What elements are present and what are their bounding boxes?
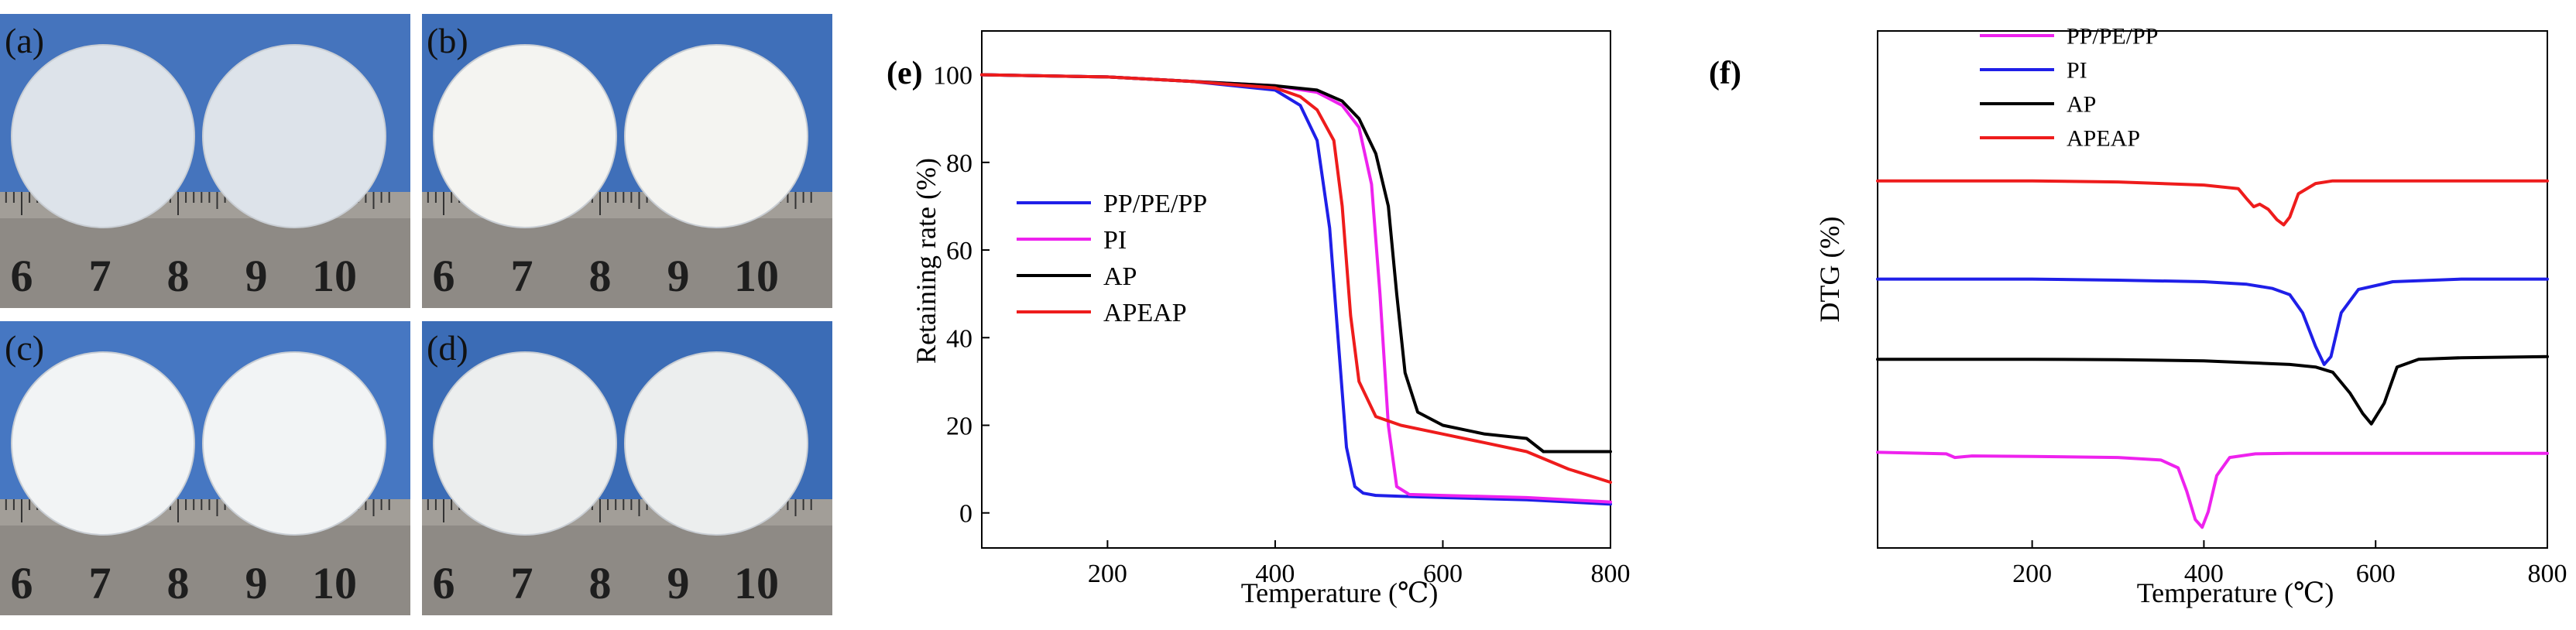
legend-label: PP/PE/PP <box>2067 24 2158 50</box>
x-tick-label: 400 <box>2184 560 2224 588</box>
separator-disc <box>202 44 386 228</box>
ruler-number: 10 <box>312 558 357 608</box>
ruler-number: 8 <box>167 251 190 301</box>
photo-panel: 6 7 8 9 10 (d) <box>422 321 832 615</box>
y-tick-label: 100 <box>933 62 972 91</box>
series-line <box>980 73 1612 484</box>
x-tick-label: 200 <box>2012 560 2052 588</box>
photo-panel: 6 7 8 9 10 (c) <box>0 321 410 615</box>
series-line <box>1876 354 2549 426</box>
x-tick-label: 600 <box>1423 560 1463 588</box>
ruler-number: 8 <box>589 251 612 301</box>
legend-label: APEAP <box>2067 126 2140 152</box>
y-tick-label: 40 <box>946 324 972 353</box>
ruler-number: 6 <box>11 558 33 608</box>
legend-label: AP <box>2067 92 2096 118</box>
separator-disc <box>624 351 808 536</box>
ruler-number: 10 <box>312 251 357 301</box>
chart-panel-label: (e) <box>887 56 923 91</box>
separator-disc <box>433 44 617 228</box>
ruler-number: 8 <box>167 558 190 608</box>
x-axis-label: Temperature (℃) <box>1241 577 1439 608</box>
ruler-number: 7 <box>511 251 533 301</box>
y-tick-label: 80 <box>946 149 972 178</box>
y-tick-label: 0 <box>959 500 972 529</box>
photo-panel-label: (d) <box>427 328 468 368</box>
ruler-number: 7 <box>89 251 111 301</box>
y-axis-label: DTG (%) <box>1814 217 1845 323</box>
separator-disc <box>11 44 195 228</box>
ruler-number: 7 <box>89 558 111 608</box>
ruler-number: 10 <box>734 558 779 608</box>
ruler-number: 6 <box>433 558 455 608</box>
ruler-number: 6 <box>11 251 33 301</box>
x-tick-label: 600 <box>2356 560 2396 588</box>
chart-panel-label: (f) <box>1709 56 1741 91</box>
x-tick-label: 400 <box>1255 560 1295 588</box>
series-line <box>1876 179 2549 227</box>
x-tick-label: 800 <box>2528 560 2567 588</box>
ruler-number: 9 <box>245 558 268 608</box>
series-line <box>1876 450 2549 529</box>
series-line <box>1876 277 2549 366</box>
ruler-number: 9 <box>667 251 690 301</box>
legend-label: AP <box>1103 262 1137 291</box>
photo-panel: 6 7 8 9 10 (a) <box>0 14 410 308</box>
series-line <box>980 73 1612 454</box>
y-axis-label: Retaining rate (%) <box>911 158 942 364</box>
tga-chart: (e) Retaining rate (%) Temperature (℃) 2… <box>887 30 1631 608</box>
ruler-number: 7 <box>511 558 533 608</box>
dtg-chart: (f) DTG (%) Temperature (℃) 200 400 600 800… <box>1709 24 2567 609</box>
separator-disc <box>11 351 195 536</box>
axes-frame <box>1877 30 2548 549</box>
plot-area: 200 400 600 800 0 20 40 60 80 100 PP/PE/PP PI AP APEA… <box>933 30 1631 588</box>
photo-panel: 6 7 8 9 10 (b) <box>422 14 832 308</box>
x-axis-label: Temperature (℃) <box>2137 577 2334 608</box>
legend-label: APEAP <box>1103 299 1187 327</box>
separator-disc <box>433 351 617 536</box>
legend-label: PI <box>2067 58 2087 84</box>
ruler-number: 8 <box>589 558 612 608</box>
axes-frame <box>981 30 1611 549</box>
ruler-number: 10 <box>734 251 779 301</box>
series-line <box>980 73 1612 506</box>
legend-label: PI <box>1103 226 1127 255</box>
y-tick-label: 60 <box>946 237 972 265</box>
ruler-number: 6 <box>433 251 455 301</box>
ruler-number: 9 <box>245 251 268 301</box>
ruler-number: 9 <box>667 558 690 608</box>
photo-panel-label: (a) <box>5 21 44 60</box>
photo-panel-label: (b) <box>427 21 468 60</box>
plot-area: 200 400 600 800 PP/PE/PP PI AP APEAP <box>1876 24 2567 588</box>
x-tick-label: 800 <box>1591 560 1631 588</box>
separator-disc <box>202 351 386 536</box>
x-tick-label: 200 <box>1088 560 1127 588</box>
separator-disc <box>624 44 808 228</box>
legend-label: PP/PE/PP <box>1103 190 1207 218</box>
y-tick-label: 20 <box>946 412 972 440</box>
photo-panel-label: (c) <box>5 328 44 368</box>
